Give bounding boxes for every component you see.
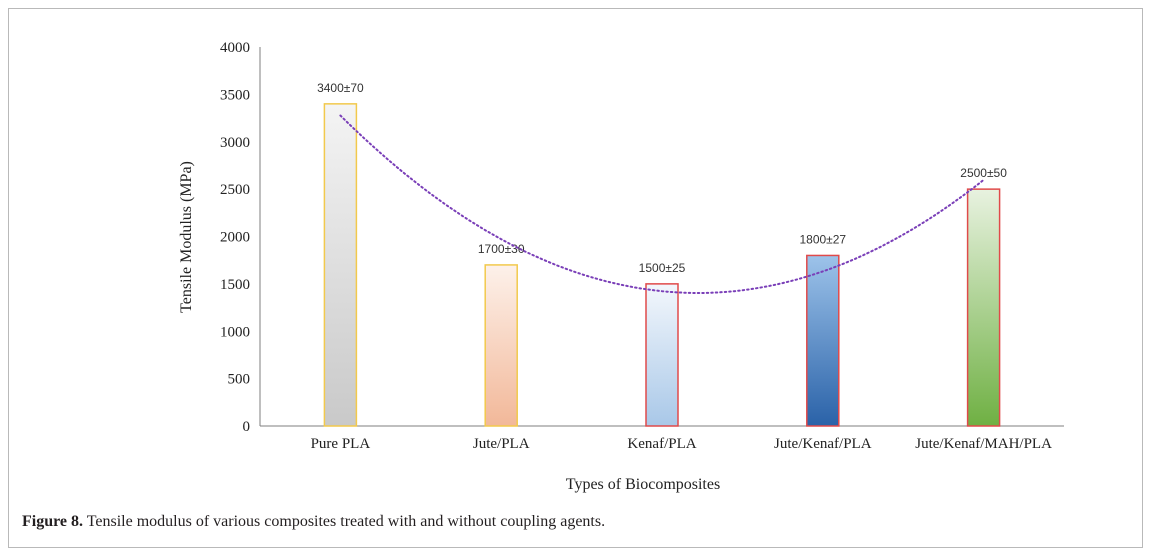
y-tick-label: 1000 [220, 324, 250, 340]
bar [323, 103, 358, 427]
y-tick-label: 2000 [220, 230, 250, 246]
x-tick-label: Pure PLA [311, 436, 371, 452]
bar [966, 188, 1001, 427]
bars [323, 103, 1001, 427]
y-tick-label: 3500 [220, 87, 250, 103]
bar [484, 264, 518, 427]
caption-text: Tensile modulus of various composites tr… [83, 513, 606, 530]
data-labels: 3400±70 1700±30 1500±25 1800±27 2500±50 [317, 81, 1007, 275]
x-tick-label: Kenaf/PLA [627, 436, 696, 452]
bar [645, 283, 679, 427]
caption-label: Figure 8. [22, 513, 84, 530]
y-tick-label: 3000 [220, 135, 250, 151]
y-tick-labels: 0 500 1000 1500 2000 2500 3000 3500 4000 [220, 40, 250, 435]
bar-chart: 0 500 1000 1500 2000 2500 3000 3500 4000 Pure PL… [178, 40, 1064, 493]
category-labels: Pure PLA Jute/PLA Kenaf/PLA Jute/Kenaf/PLA J… [311, 436, 1052, 452]
y-tick-label: 2500 [220, 182, 250, 198]
x-axis-title: Types of Biocomposites [566, 476, 720, 493]
data-label: 3400±70 [317, 81, 364, 95]
y-tick-label: 4000 [220, 40, 250, 56]
x-tick-label: Jute/Kenaf/PLA [774, 436, 872, 452]
y-axis-title: Tensile Modulus (MPa) [178, 161, 195, 313]
figure-frame [8, 8, 1143, 548]
y-tick-label: 0 [243, 419, 251, 435]
data-label: 2500±50 [960, 166, 1007, 180]
data-label: 1700±30 [478, 242, 525, 256]
y-tick-label: 500 [228, 372, 251, 388]
data-label: 1500±25 [639, 261, 686, 275]
x-tick-label: Jute/Kenaf/MAH/PLA [915, 436, 1052, 452]
bar [806, 254, 840, 427]
y-tick-label: 1500 [220, 277, 250, 293]
data-label: 1800±27 [799, 232, 846, 246]
x-tick-label: Jute/PLA [473, 436, 530, 452]
trendline [339, 114, 985, 294]
figure-caption: Figure 8. Tensile modulus of various com… [22, 513, 605, 531]
